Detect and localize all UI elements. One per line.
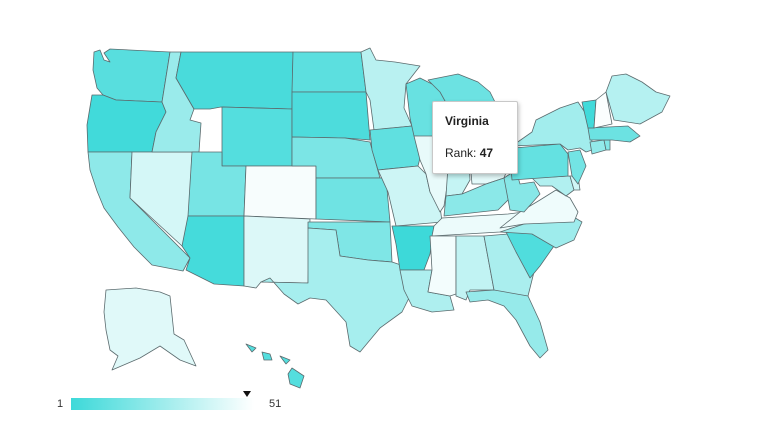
state-montana[interactable] — [175, 51, 294, 110]
state-washington[interactable] — [92, 48, 171, 103]
tooltip-rank-value: 47 — [479, 146, 494, 160]
tooltip-rank-label: Rank: — [445, 146, 477, 160]
state-minnesota[interactable] — [360, 47, 421, 131]
legend-max-label: 51 — [269, 398, 282, 410]
state-north-dakota[interactable] — [291, 51, 367, 93]
state-tooltip: Virginia Rank: 47 — [432, 101, 518, 174]
state-arizona[interactable] — [181, 215, 245, 287]
legend-marker-icon — [243, 391, 251, 397]
state-massachusetts[interactable] — [587, 125, 641, 143]
state-wyoming[interactable] — [221, 106, 293, 167]
state-new-hampshire[interactable] — [593, 91, 613, 129]
states-layer — [86, 47, 671, 389]
state-maine[interactable] — [605, 73, 671, 125]
state-idaho[interactable] — [151, 51, 202, 153]
legend-min-label: 1 — [57, 398, 64, 410]
state-connecticut[interactable] — [589, 139, 607, 155]
state-pennsylvania[interactable] — [509, 143, 569, 181]
state-alaska[interactable] — [103, 287, 197, 371]
tooltip-state-name: Virginia — [445, 114, 489, 128]
state-colorado[interactable] — [243, 165, 317, 220]
legend-gradient-bar — [71, 398, 254, 410]
state-new-jersey[interactable] — [567, 149, 587, 185]
state-hawaii[interactable] — [245, 343, 305, 389]
state-arkansas[interactable] — [391, 225, 435, 271]
state-mississippi[interactable] — [427, 235, 457, 297]
state-texas[interactable] — [260, 227, 413, 353]
state-new-mexico[interactable] — [243, 215, 311, 289]
state-south-dakota[interactable] — [291, 91, 371, 141]
state-kansas[interactable] — [315, 177, 391, 223]
state-florida[interactable] — [465, 289, 549, 359]
